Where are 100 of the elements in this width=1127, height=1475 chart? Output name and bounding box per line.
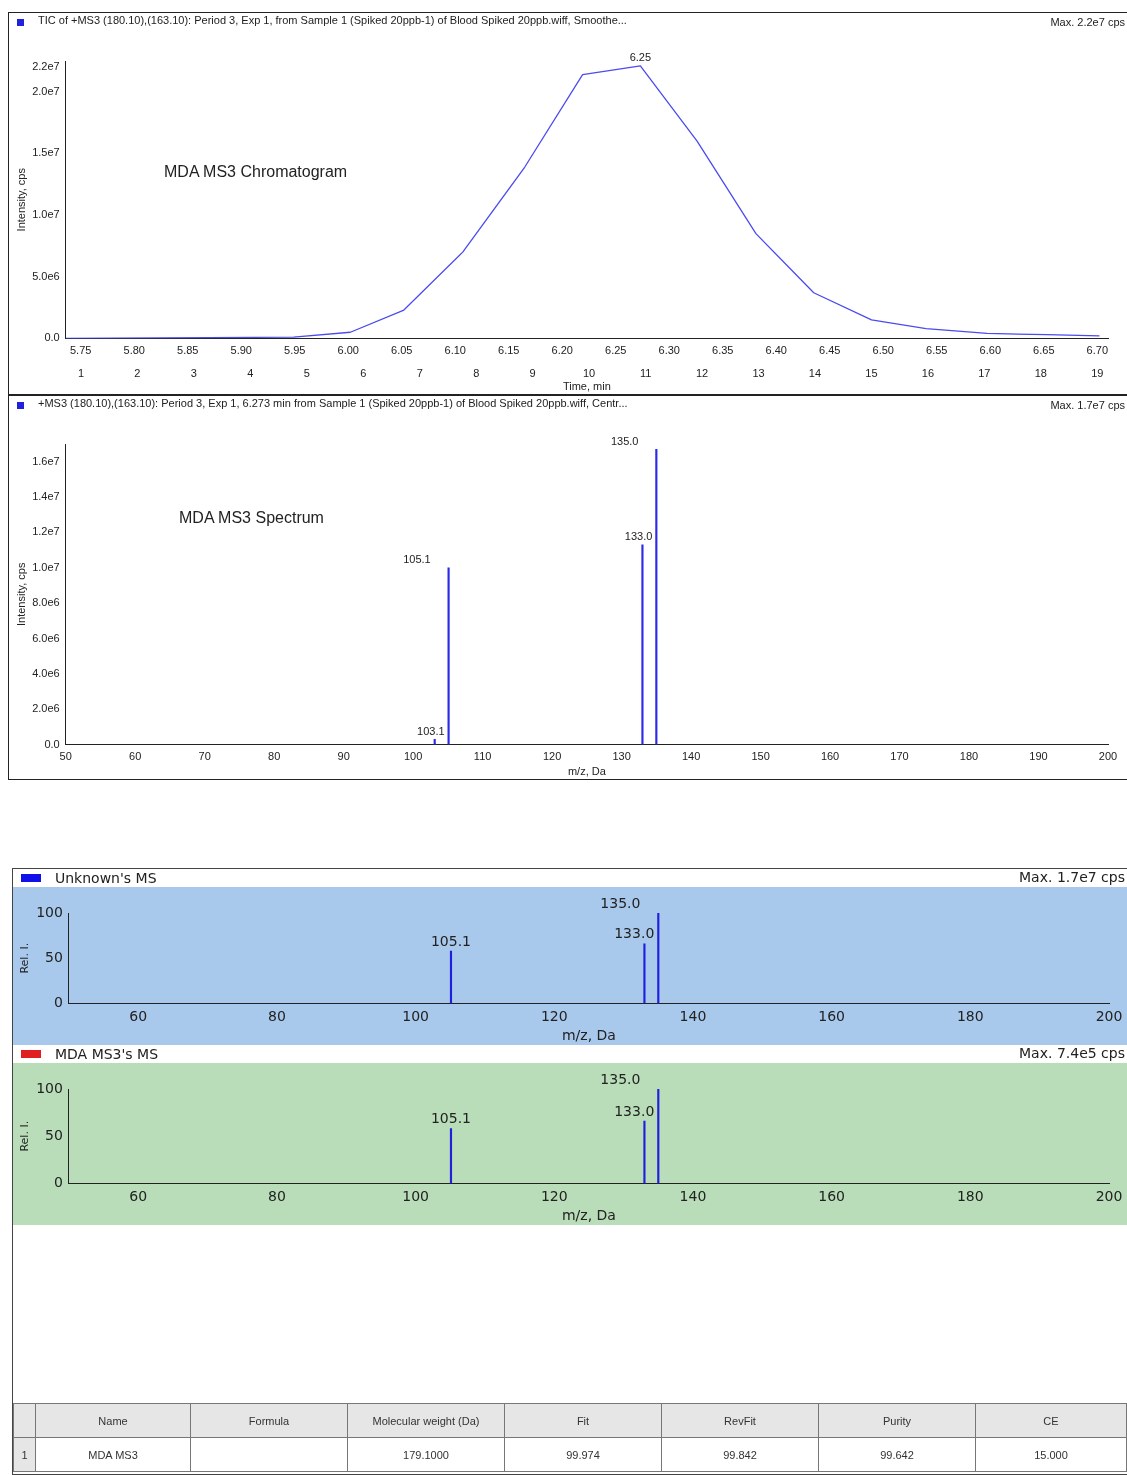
x2-tick-label: 16 [921, 367, 935, 380]
annotation: 135.0 [600, 894, 641, 911]
x-tick-label: 60 [129, 1008, 148, 1025]
y-axis-title: Rel. I. [18, 942, 32, 974]
y-tick-label: 2.2e7 [32, 60, 60, 73]
annotation: 105.1 [403, 553, 431, 566]
text: Max. 1.7e7 cps [1019, 869, 1125, 885]
x2-tick-label: 4 [247, 367, 254, 380]
y-tick-label: 4.0e6 [32, 666, 60, 679]
text: CE [975, 1403, 1127, 1438]
x2-tick-label: 1 [77, 367, 85, 380]
annotation: MDA MS3 Spectrum [179, 509, 324, 527]
annotation: 103.1 [417, 724, 445, 737]
x-tick-label: 90 [337, 750, 350, 763]
x-tick-label: 6.60 [979, 344, 1001, 357]
text: 179.1000 [347, 1437, 505, 1472]
annotation: 133.0 [614, 925, 655, 942]
x-tick-label: 6.40 [765, 344, 787, 357]
y-tick-label: 1.6e7 [32, 454, 60, 467]
x-tick-label: 190 [1029, 750, 1048, 763]
x-axis-title: m/z, Da [561, 1027, 616, 1044]
x-tick-label: 80 [268, 1188, 286, 1205]
x-tick-label: 5.95 [284, 344, 306, 357]
x2-tick-label: 19 [1091, 367, 1104, 380]
y-tick-label: 50 [45, 1126, 63, 1143]
x-tick-label: 180 [956, 1008, 984, 1025]
annotation: 105.1 [430, 1110, 472, 1127]
text: Molecular weight (Da) [347, 1403, 505, 1438]
x-tick-label: 200 [1098, 750, 1118, 763]
x2-tick-label: 8 [473, 367, 480, 380]
y-tick-label: 50 [45, 948, 63, 965]
x2-tick-label: 17 [978, 367, 991, 380]
annotation: 133.0 [624, 530, 653, 543]
x2-tick-label: 11 [639, 367, 652, 380]
x-tick-label: 120 [540, 1188, 568, 1205]
text: RevFit [661, 1403, 819, 1438]
text: Formula [190, 1403, 348, 1438]
y-tick-label: 0.0 [44, 737, 60, 750]
text: 99.642 [818, 1437, 976, 1472]
text: Max. 7.4e5 cps [1019, 1045, 1125, 1061]
chart-title: Unknown's MS [55, 870, 157, 886]
x2-tick-label: 10 [583, 367, 596, 380]
x2-tick-label: 15 [865, 367, 878, 380]
x-tick-label: 140 [679, 1008, 707, 1025]
x-tick-label: 6.50 [872, 344, 894, 357]
x-tick-label: 6.35 [712, 344, 734, 357]
y-tick-label: 0.0 [44, 331, 60, 344]
x-tick-label: 6.15 [498, 344, 520, 357]
x-tick-label: 60 [129, 750, 142, 763]
x-tick-label: 6.30 [658, 344, 680, 357]
x-tick-label: 150 [751, 750, 770, 763]
x-tick-label: 6.45 [819, 344, 841, 357]
x-axis-title: m/z, Da [561, 1207, 616, 1224]
x-tick-label: 5.90 [230, 344, 252, 357]
y-tick-label: 100 [36, 1079, 63, 1096]
y-tick-label: 2.0e7 [32, 84, 60, 97]
x-tick-label: 120 [540, 1008, 568, 1025]
text: Purity [818, 1403, 976, 1438]
annotation: 133.0 [614, 1102, 655, 1119]
x-tick-label: 180 [956, 1188, 984, 1205]
x-tick-label: 170 [890, 750, 909, 763]
x-tick-label: 6.55 [926, 344, 948, 357]
x-tick-label: 6.10 [444, 344, 466, 357]
x-tick-label: 200 [1095, 1008, 1123, 1025]
y-tick-label: 1.2e7 [32, 525, 60, 538]
text: Max. 1.7e7 cps [1050, 399, 1125, 411]
y-tick-label: 6.0e6 [32, 631, 60, 644]
x-tick-label: 120 [542, 750, 562, 763]
y-tick-label: 1.4e7 [32, 490, 60, 503]
x-tick-label: 6.00 [337, 344, 359, 357]
x2-tick-label: 2 [134, 367, 141, 380]
y-tick-label: 0 [54, 994, 63, 1011]
y-tick-label: 0 [54, 1174, 63, 1191]
x2-tick-label: 12 [695, 367, 709, 380]
x-tick-label: 80 [268, 750, 281, 763]
y-axis-title: Intensity, cps [14, 562, 27, 626]
y-tick-label: 1.5e7 [32, 146, 60, 159]
y-tick-label: 100 [36, 903, 63, 920]
chart-title: +MS3 (180.10),(163.10): Period 3, Exp 1, 6.273 min from Sample 1 (Spiked 20ppb-1) of Blood Spiked 20ppb.wiff, Centr... [38, 397, 628, 409]
y-tick-label: 1.0e7 [32, 208, 60, 221]
x-tick-label: 70 [198, 750, 211, 763]
x2-tick-label: 18 [1034, 367, 1047, 380]
x-tick-label: 160 [818, 1008, 846, 1025]
text: Name [35, 1403, 191, 1438]
chart-title: MDA MS3's MS [55, 1046, 159, 1062]
x-tick-label: 140 [679, 1188, 707, 1205]
x-axis-title: Time, min [562, 380, 611, 393]
x-tick-label: 100 [402, 1008, 429, 1025]
x-tick-label: 6.65 [1033, 344, 1055, 357]
x-tick-label: 6.05 [391, 344, 413, 357]
x-axis-title: m/z, Da [567, 765, 607, 778]
x-tick-label: 5.85 [177, 344, 199, 357]
x-tick-label: 110 [473, 750, 492, 763]
text: 99.842 [661, 1437, 819, 1472]
annotation: 105.1 [430, 932, 472, 949]
text: MDA MS3 [35, 1437, 191, 1472]
chart-title: TIC of +MS3 (180.10),(163.10): Period 3, Exp 1, from Sample 1 (Spiked 20ppb-1) of Blood Spiked 20ppb.wiff, Smoothe... [38, 14, 627, 26]
x2-tick-label: 7 [416, 367, 423, 380]
text: 1 [13, 1437, 36, 1472]
x-tick-label: 6.20 [551, 344, 573, 357]
